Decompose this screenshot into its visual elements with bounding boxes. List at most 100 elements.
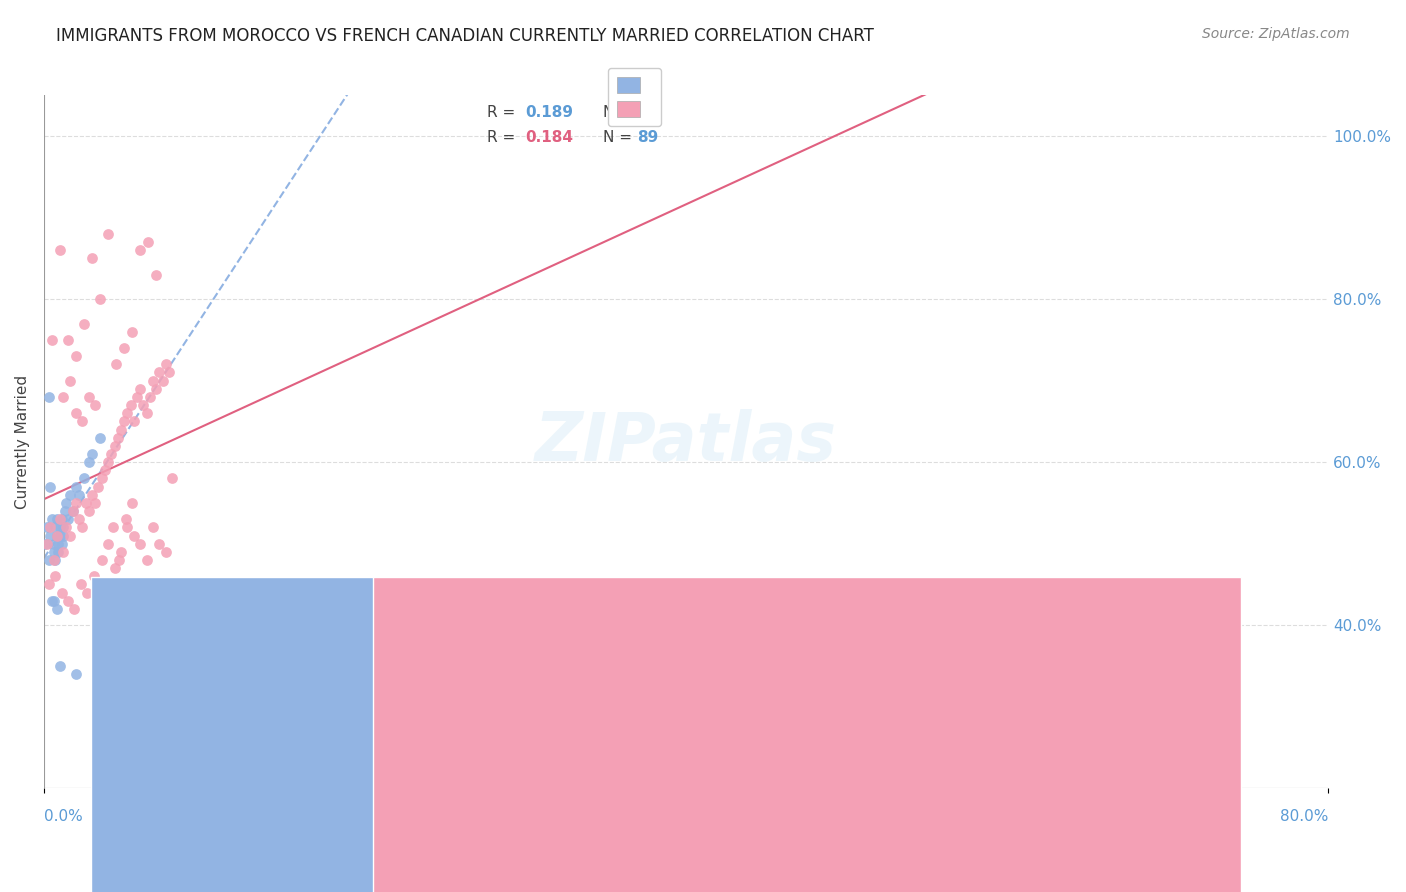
Point (155, 545, 177, 559)
Point (134, 699, 156, 714)
Point (73, 471, 96, 485)
Point (67, 512, 90, 526)
Point (162, 471, 184, 485)
Point (125, 390, 148, 404)
Point (142, 374, 165, 388)
Point (146, 659, 169, 673)
Point (108, 553, 131, 567)
Point (97, 227, 120, 241)
Point (42, 593, 65, 607)
Point (105, 357, 128, 371)
Point (56, 333, 79, 347)
Point (42, 545, 65, 559)
Point (34, 536, 56, 550)
Point (38, 553, 60, 567)
Point (72, 520, 94, 534)
Point (129, 382, 152, 396)
Point (44, 569, 66, 583)
Point (122, 528, 145, 542)
Point (52, 528, 75, 542)
Text: 0.0%: 0.0% (44, 809, 83, 823)
Point (103, 561, 125, 575)
Text: IMMIGRANTS FROM MOROCCO VS FRENCH CANADIAN CURRENTLY MARRIED CORRELATION CHART: IMMIGRANTS FROM MOROCCO VS FRENCH CANADI… (56, 27, 875, 45)
Point (46, 545, 69, 559)
Point (148, 536, 170, 550)
Point (84, 398, 107, 412)
Text: N =: N = (603, 129, 637, 145)
Point (97, 455, 120, 469)
Point (55, 520, 77, 534)
Point (46, 536, 69, 550)
Point (52, 390, 75, 404)
Point (49, 512, 72, 526)
Point (121, 496, 143, 510)
Point (49, 659, 72, 673)
Point (110, 423, 132, 437)
Point (97, 536, 120, 550)
Point (65, 406, 87, 420)
Point (42, 536, 65, 550)
Point (49, 243, 72, 257)
Point (62, 504, 84, 518)
Point (65, 667, 87, 681)
Point (132, 398, 155, 412)
Point (145, 268, 167, 282)
Point (35, 520, 58, 534)
Point (42, 553, 65, 567)
Point (69, 577, 91, 591)
Point (44, 553, 66, 567)
Text: 37: 37 (637, 105, 658, 120)
Point (152, 374, 174, 388)
Point (89, 593, 111, 607)
Text: R =: R = (486, 129, 520, 145)
Point (65, 480, 87, 494)
Point (45, 528, 67, 542)
Point (62, 504, 84, 518)
Point (58, 488, 80, 502)
Point (135, 406, 157, 420)
Point (84, 496, 107, 510)
Text: ZIPatlas: ZIPatlas (536, 409, 837, 475)
Point (155, 357, 177, 371)
Point (41, 512, 63, 526)
Point (67, 488, 90, 502)
Point (58, 374, 80, 388)
Point (76, 585, 98, 599)
Point (83, 569, 105, 583)
Point (38, 390, 60, 404)
Text: French Canadians: French Canadians (815, 841, 970, 856)
Point (55, 496, 77, 510)
Point (73, 317, 96, 331)
Point (110, 545, 132, 559)
Point (142, 520, 165, 534)
Point (136, 235, 159, 249)
Point (112, 341, 135, 355)
Point (96, 634, 118, 648)
Point (45, 512, 67, 526)
Text: 80.0%: 80.0% (1279, 809, 1329, 823)
Point (41, 333, 63, 347)
Point (39, 528, 62, 542)
Point (56, 593, 79, 607)
Point (39, 480, 62, 494)
Point (52, 520, 75, 534)
Point (56, 512, 79, 526)
Point (75, 496, 97, 510)
Point (65, 496, 87, 510)
Point (49, 520, 72, 534)
Point (101, 520, 124, 534)
Y-axis label: Currently Married: Currently Married (15, 375, 30, 508)
Point (121, 325, 143, 339)
Point (63, 602, 86, 616)
Point (52, 545, 75, 559)
Point (49, 528, 72, 542)
Point (117, 406, 139, 420)
Point (107, 431, 129, 445)
Point (65, 349, 87, 363)
Point (129, 243, 152, 257)
Point (72, 414, 94, 428)
Text: 0.189: 0.189 (526, 105, 574, 120)
Point (44, 520, 66, 534)
Point (122, 414, 145, 428)
Point (128, 683, 150, 698)
